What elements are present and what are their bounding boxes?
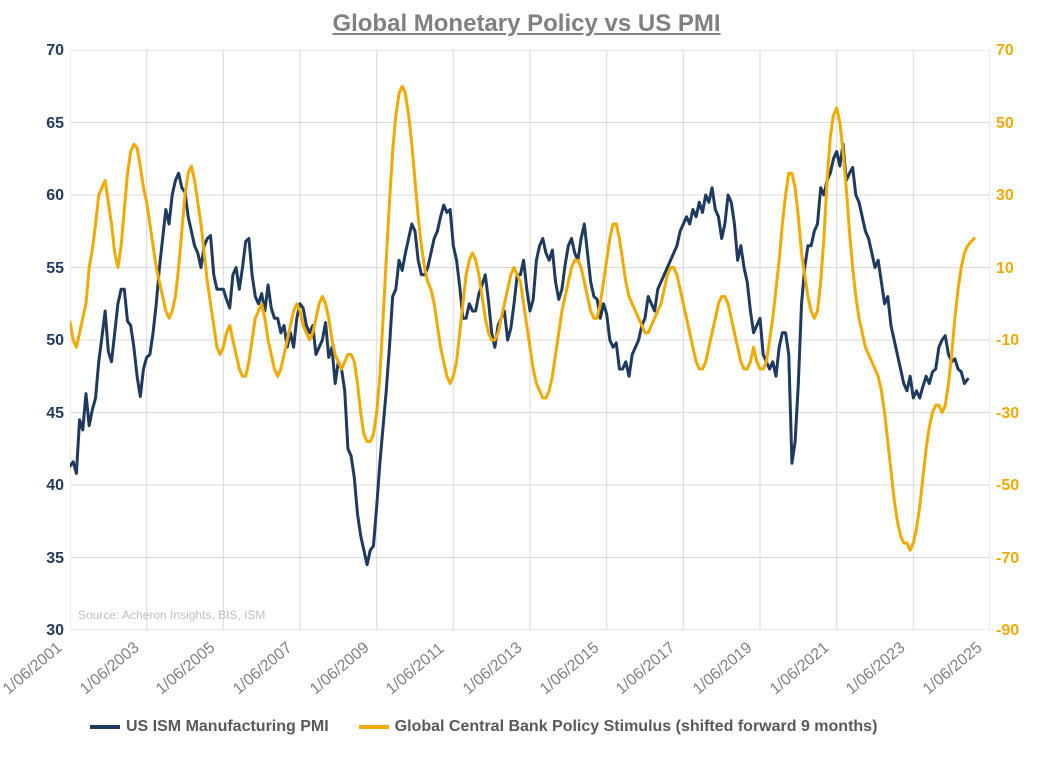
x-tick: 1/06/2017: [613, 639, 679, 699]
y-left-tick: 40: [24, 477, 64, 495]
x-tick: 1/06/2005: [153, 639, 219, 699]
y-left-tick: 70: [24, 42, 64, 60]
chart-container: Global Monetary Policy vs US PMI 30 35 40 45…: [0, 0, 1053, 767]
x-tick: 1/06/2001: [0, 639, 66, 699]
y-right-tick: 10: [996, 260, 1046, 278]
legend-label: Global Central Bank Policy Stimulus (shi…: [395, 718, 878, 736]
series-line: [70, 144, 968, 565]
legend-swatch: [359, 725, 389, 729]
y-right-tick: -70: [996, 550, 1046, 568]
legend: US ISM Manufacturing PMI Global Central B…: [90, 718, 877, 736]
plot-area: [70, 50, 990, 630]
chart-title: Global Monetary Policy vs US PMI: [0, 10, 1053, 38]
legend-swatch: [90, 725, 120, 729]
x-tick: 1/06/2013: [460, 639, 526, 699]
y-right-tick: -10: [996, 332, 1046, 350]
legend-item: US ISM Manufacturing PMI: [90, 718, 329, 736]
y-left-tick: 50: [24, 332, 64, 350]
x-tick: 1/06/2023: [843, 639, 909, 699]
y-left-tick: 55: [24, 260, 64, 278]
x-tick: 1/06/2025: [920, 639, 986, 699]
y-left-tick: 65: [24, 115, 64, 133]
x-tick: 1/06/2015: [537, 639, 603, 699]
y-left-tick: 45: [24, 405, 64, 423]
x-tick: 1/06/2011: [383, 640, 448, 699]
legend-label: US ISM Manufacturing PMI: [126, 718, 329, 736]
y-right-tick: 70: [996, 42, 1046, 60]
y-left-tick: 30: [24, 622, 64, 640]
y-right-tick: 50: [996, 115, 1046, 133]
x-tick: 1/06/2009: [307, 639, 373, 699]
y-right-tick: -90: [996, 622, 1046, 640]
y-right-tick: -30: [996, 405, 1046, 423]
x-tick: 1/06/2007: [230, 639, 296, 699]
x-tick: 1/06/2019: [690, 639, 756, 699]
x-tick: 1/06/2003: [77, 639, 143, 699]
x-tick: 1/06/2021: [767, 639, 833, 699]
y-right-tick: -50: [996, 477, 1046, 495]
y-right-tick: 30: [996, 187, 1046, 205]
source-note: Source: Acheron Insights, BIS, ISM: [78, 608, 265, 622]
y-left-tick: 60: [24, 187, 64, 205]
y-left-tick: 35: [24, 550, 64, 568]
legend-item: Global Central Bank Policy Stimulus (shi…: [359, 718, 878, 736]
